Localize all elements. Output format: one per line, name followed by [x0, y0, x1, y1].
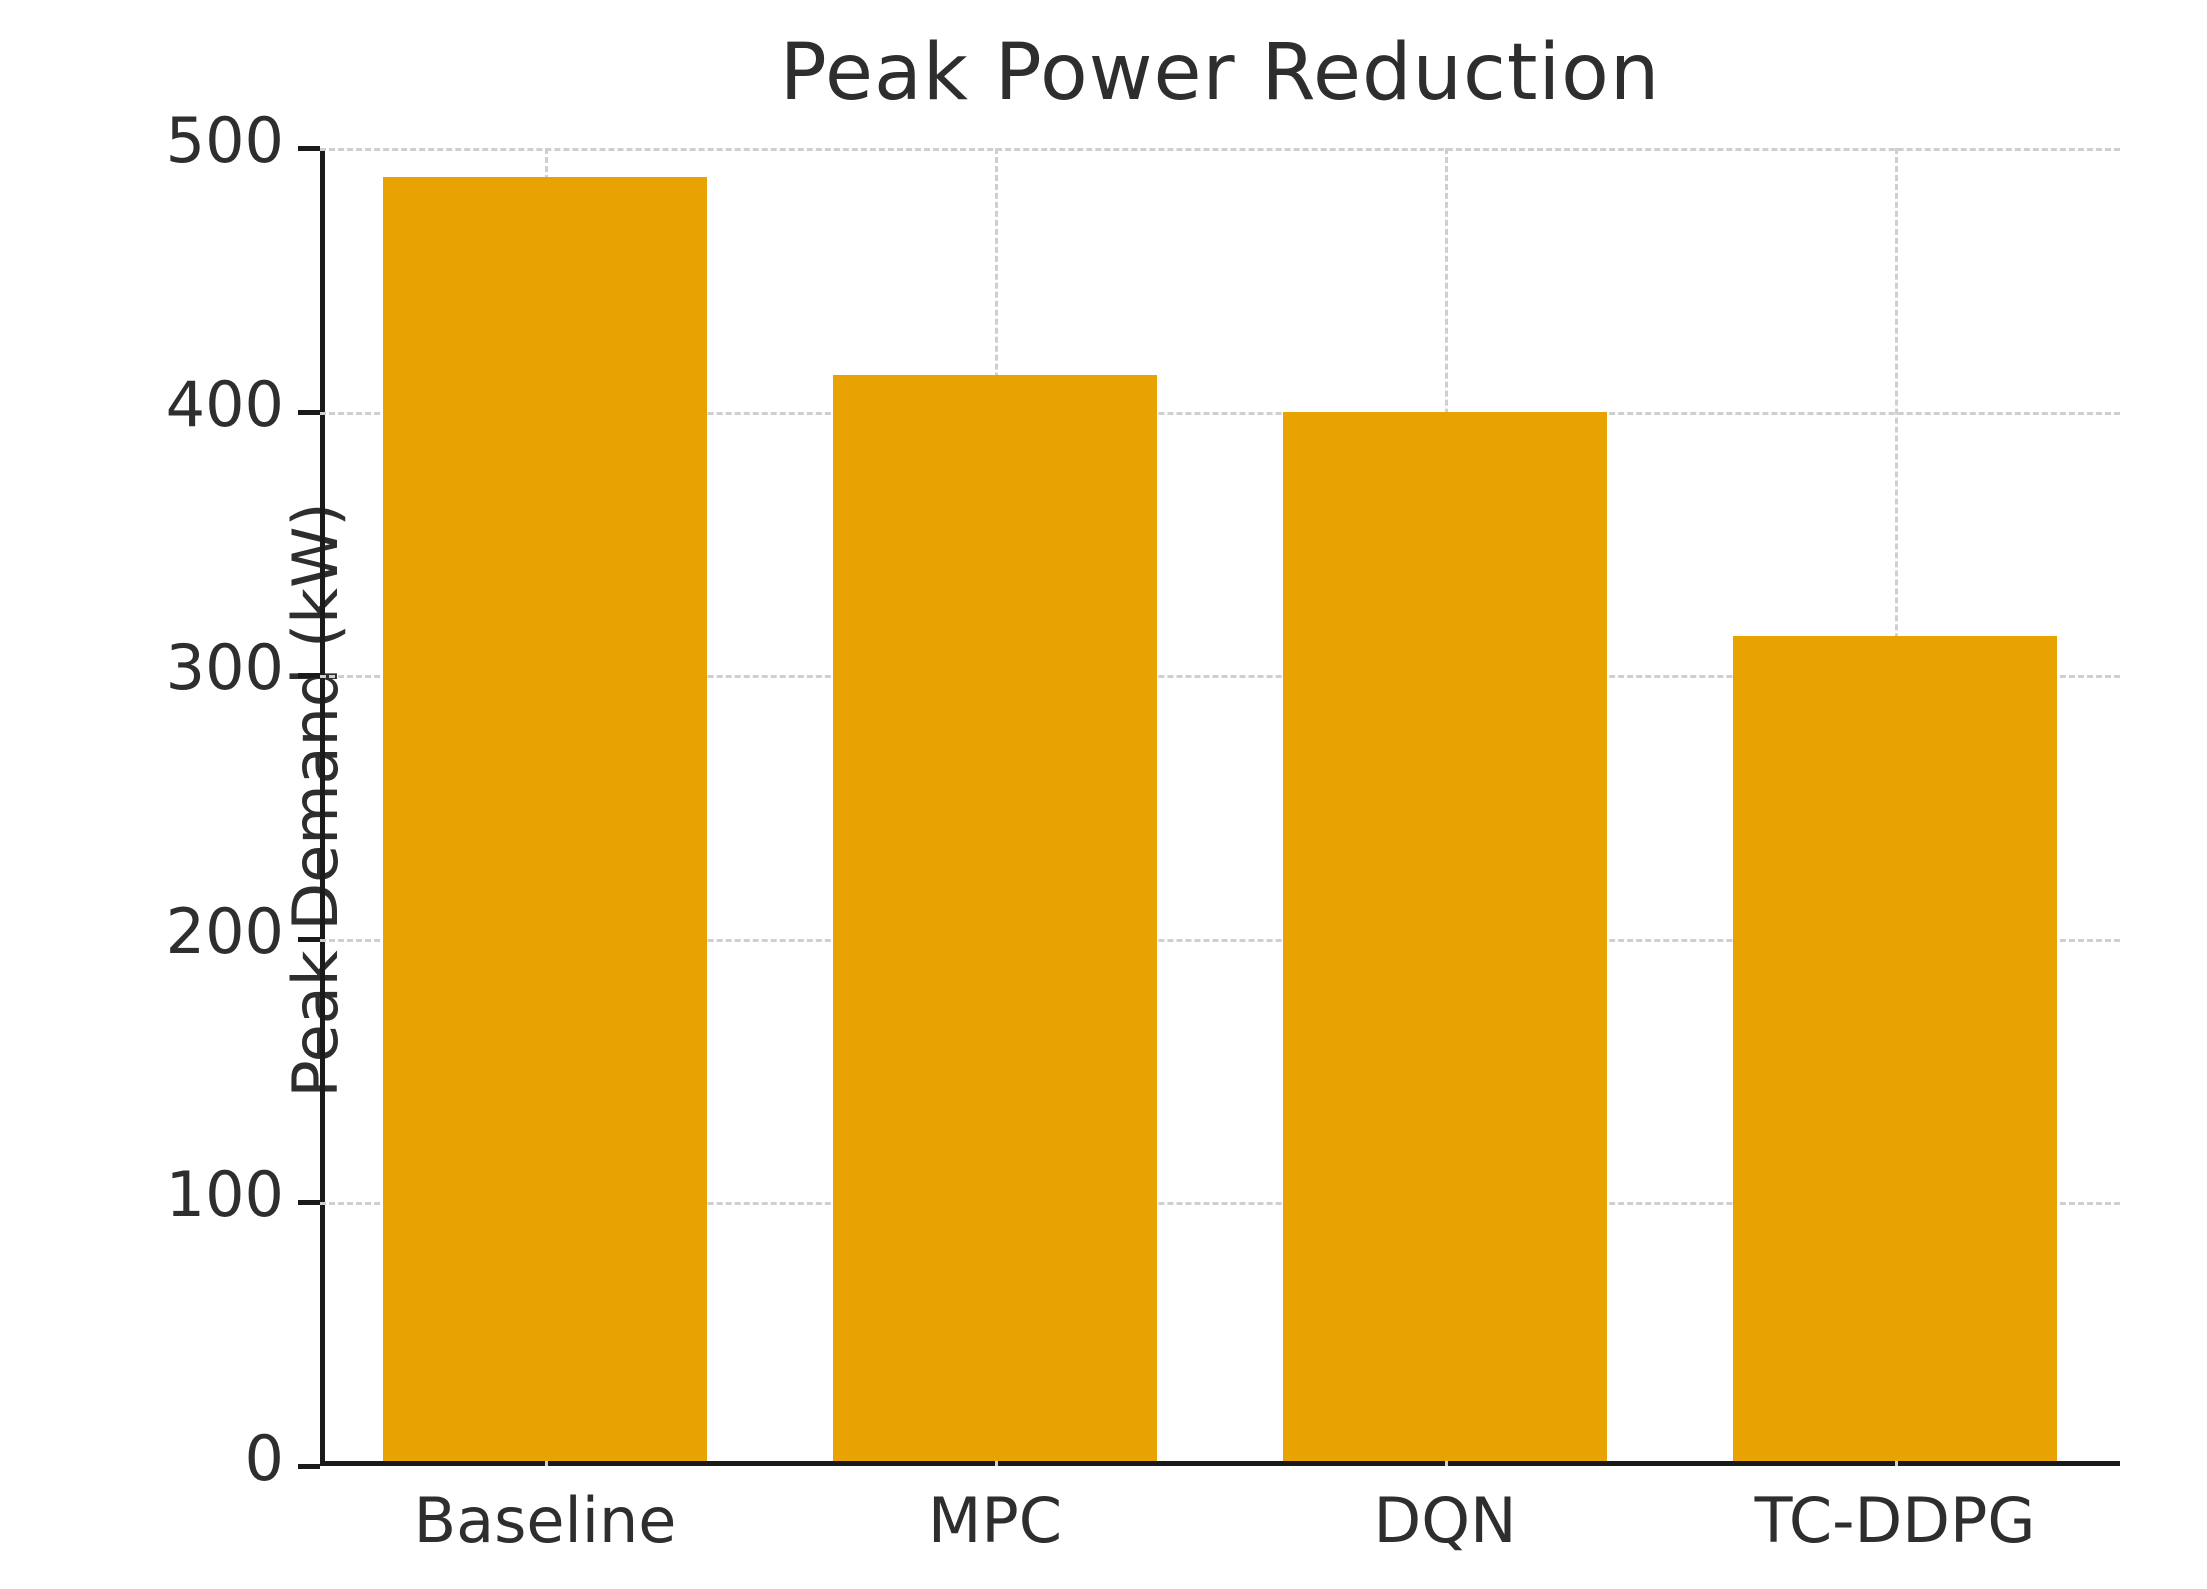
h-gridline: [320, 148, 2120, 151]
chart-title: Peak Power Reduction: [779, 28, 1661, 118]
y-tick-mark: [298, 936, 320, 942]
y-tick-mark: [298, 1464, 320, 1469]
x-tick-label-baseline: Baseline: [413, 1484, 677, 1557]
x-tick-label-mpc: MPC: [927, 1484, 1063, 1557]
h-gridline: [320, 675, 2120, 679]
y-tick-mark: [298, 1200, 320, 1206]
bar-baseline: [383, 177, 707, 1461]
bar-tc-ddpg: [1733, 635, 2057, 1461]
bar-mpc: [833, 374, 1157, 1461]
plot-area: [320, 148, 2120, 1466]
y-tick-mark: [298, 673, 320, 679]
y-tick-label: 500: [165, 104, 284, 177]
h-gridline: [320, 938, 2120, 942]
y-axis-line: [320, 148, 325, 1466]
y-tick-label: 300: [165, 631, 284, 705]
h-gridline: [320, 1202, 2120, 1206]
y-tick-label: 100: [165, 1158, 284, 1232]
x-axis-line: [320, 1461, 2120, 1466]
x-tick-label-tc-ddpg: TC-DDPG: [1754, 1484, 2036, 1557]
y-tick-label: 200: [165, 894, 284, 968]
bar-dqn: [1283, 411, 1607, 1461]
y-tick-label: 0: [244, 1422, 284, 1495]
y-tick-label: 400: [165, 367, 284, 441]
y-tick-mark: [298, 146, 320, 151]
h-gridline: [320, 411, 2120, 415]
x-tick-label-dqn: DQN: [1373, 1484, 1517, 1557]
y-tick-mark: [298, 409, 320, 415]
